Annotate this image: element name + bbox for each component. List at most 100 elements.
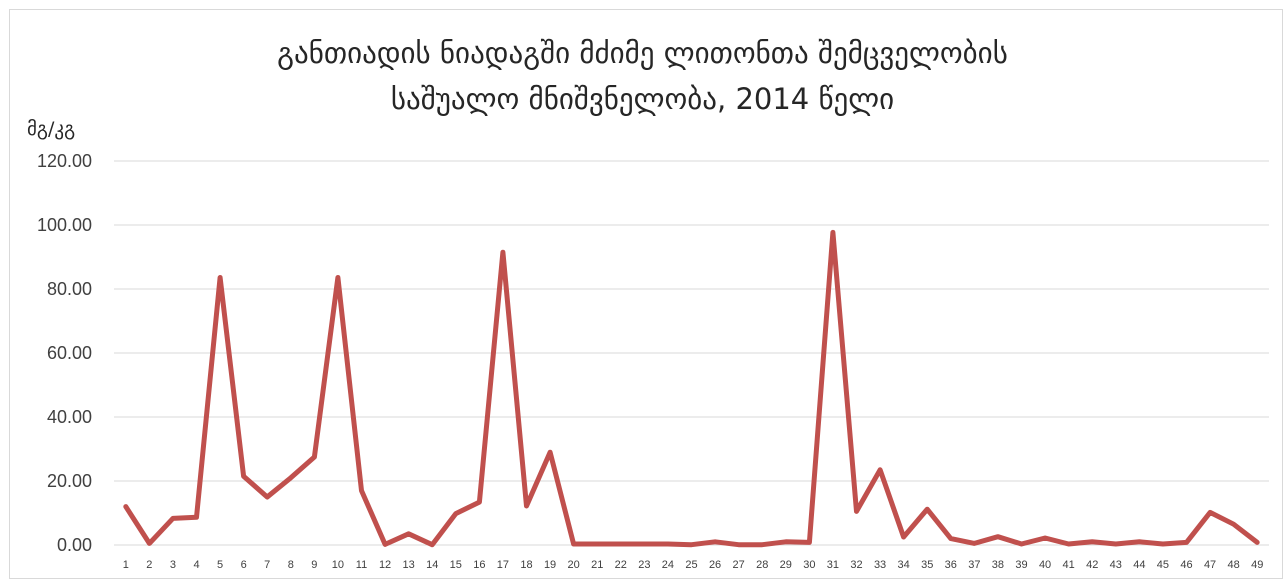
data-point bbox=[312, 455, 316, 459]
series-line bbox=[123, 229, 1260, 548]
data-point bbox=[619, 542, 623, 546]
data-point bbox=[218, 275, 222, 279]
x-tick-label: 18 bbox=[520, 559, 532, 571]
x-tick-label: 27 bbox=[733, 559, 745, 571]
data-point bbox=[737, 543, 741, 547]
data-point bbox=[1161, 542, 1165, 546]
x-tick-label: 48 bbox=[1228, 559, 1240, 571]
data-point bbox=[690, 543, 693, 547]
x-tick-label: 26 bbox=[709, 559, 721, 571]
data-point bbox=[855, 509, 858, 513]
x-tick-label: 21 bbox=[591, 559, 603, 571]
x-tick-label: 7 bbox=[264, 559, 270, 571]
data-point bbox=[760, 543, 764, 547]
data-point bbox=[195, 515, 198, 519]
x-tick-label: 38 bbox=[992, 559, 1004, 571]
data-point bbox=[289, 476, 293, 480]
x-tick-label: 28 bbox=[756, 559, 768, 571]
chart-title-line-2: საშუალო მნიშვნელობა, 2014 წელი bbox=[390, 82, 895, 116]
y-tick-label: 20.00 bbox=[47, 471, 92, 491]
x-tick-label: 4 bbox=[193, 559, 199, 571]
x-tick-label: 11 bbox=[356, 559, 367, 571]
x-tick-label: 34 bbox=[898, 559, 910, 571]
series-group bbox=[123, 229, 1260, 548]
x-tick-label: 39 bbox=[1015, 559, 1027, 571]
y-axis-unit-label: მგ/კგ bbox=[27, 118, 76, 140]
data-point bbox=[1090, 540, 1094, 544]
y-tick-label: 40.00 bbox=[47, 407, 92, 427]
data-point bbox=[407, 532, 411, 536]
data-point bbox=[171, 516, 175, 520]
y-tick-label: 100.00 bbox=[37, 215, 92, 235]
data-point bbox=[713, 540, 717, 544]
x-tick-label: 13 bbox=[403, 559, 415, 571]
data-point bbox=[878, 468, 882, 472]
y-tick-label: 0.00 bbox=[57, 535, 92, 555]
x-tick-label: 12 bbox=[379, 559, 391, 571]
x-tick-label: 33 bbox=[874, 559, 886, 571]
data-point bbox=[666, 542, 670, 546]
x-tick-label: 45 bbox=[1157, 559, 1169, 571]
data-point bbox=[501, 250, 505, 254]
x-tick-label: 30 bbox=[803, 559, 815, 571]
data-point bbox=[595, 542, 599, 546]
y-tick-label: 80.00 bbox=[47, 279, 92, 299]
y-tick-label: 120.00 bbox=[37, 151, 92, 171]
data-point bbox=[807, 540, 811, 544]
x-tick-label: 41 bbox=[1063, 559, 1075, 571]
x-tick-label: 25 bbox=[685, 559, 697, 571]
data-point bbox=[147, 541, 151, 545]
data-point bbox=[996, 535, 1000, 539]
data-point bbox=[1232, 522, 1236, 526]
x-tick-label: 1 bbox=[123, 559, 129, 571]
x-tick-label: 46 bbox=[1180, 559, 1192, 571]
data-point bbox=[360, 489, 363, 493]
data-point bbox=[1255, 540, 1259, 544]
x-tick-label: 29 bbox=[780, 559, 792, 571]
data-point bbox=[1114, 542, 1118, 546]
data-point bbox=[972, 541, 976, 545]
x-tick-label: 14 bbox=[426, 559, 438, 571]
data-point bbox=[1185, 540, 1188, 544]
gridlines bbox=[114, 160, 1269, 546]
x-tick-label: 35 bbox=[921, 559, 933, 571]
x-tick-label: 10 bbox=[332, 559, 344, 571]
data-point bbox=[1043, 536, 1047, 540]
x-tick-label: 23 bbox=[638, 559, 650, 571]
x-tick-label: 5 bbox=[217, 559, 223, 571]
x-tick-label: 16 bbox=[473, 559, 485, 571]
x-tick-label: 19 bbox=[544, 559, 556, 571]
x-tick-label: 22 bbox=[615, 559, 627, 571]
x-tick-label: 47 bbox=[1204, 559, 1216, 571]
data-point bbox=[572, 542, 576, 546]
chart-title-line-1: განთიადის ნიადაგში მძიმე ლითონთა შემცველ… bbox=[277, 36, 1008, 70]
x-tick-label: 36 bbox=[945, 559, 957, 571]
y-axis-ticks: 0.00 20.00 40.00 60.00 80.00 100.00 120.00 bbox=[37, 151, 92, 555]
x-tick-label: 8 bbox=[288, 559, 294, 571]
x-tick-label: 44 bbox=[1133, 559, 1145, 571]
x-tick-label: 3 bbox=[170, 559, 176, 571]
x-tick-label: 17 bbox=[497, 559, 509, 571]
data-point bbox=[1208, 510, 1212, 514]
x-tick-label: 15 bbox=[450, 559, 462, 571]
data-point bbox=[1137, 540, 1141, 544]
data-point bbox=[242, 474, 246, 478]
x-tick-label: 9 bbox=[311, 559, 317, 571]
x-tick-label: 20 bbox=[568, 559, 580, 571]
x-tick-label: 24 bbox=[662, 559, 674, 571]
data-point bbox=[1067, 542, 1071, 546]
data-point bbox=[1020, 542, 1023, 546]
data-point bbox=[831, 230, 835, 234]
data-point bbox=[477, 500, 481, 504]
data-point bbox=[525, 504, 528, 508]
data-point bbox=[383, 542, 387, 546]
x-tick-label: 37 bbox=[968, 559, 980, 571]
y-tick-label: 60.00 bbox=[47, 343, 92, 363]
x-tick-label: 40 bbox=[1039, 559, 1051, 571]
data-point bbox=[124, 505, 128, 509]
data-point bbox=[949, 537, 953, 541]
x-tick-label: 43 bbox=[1110, 559, 1122, 571]
x-tick-label: 2 bbox=[146, 559, 152, 571]
data-point bbox=[336, 275, 340, 279]
